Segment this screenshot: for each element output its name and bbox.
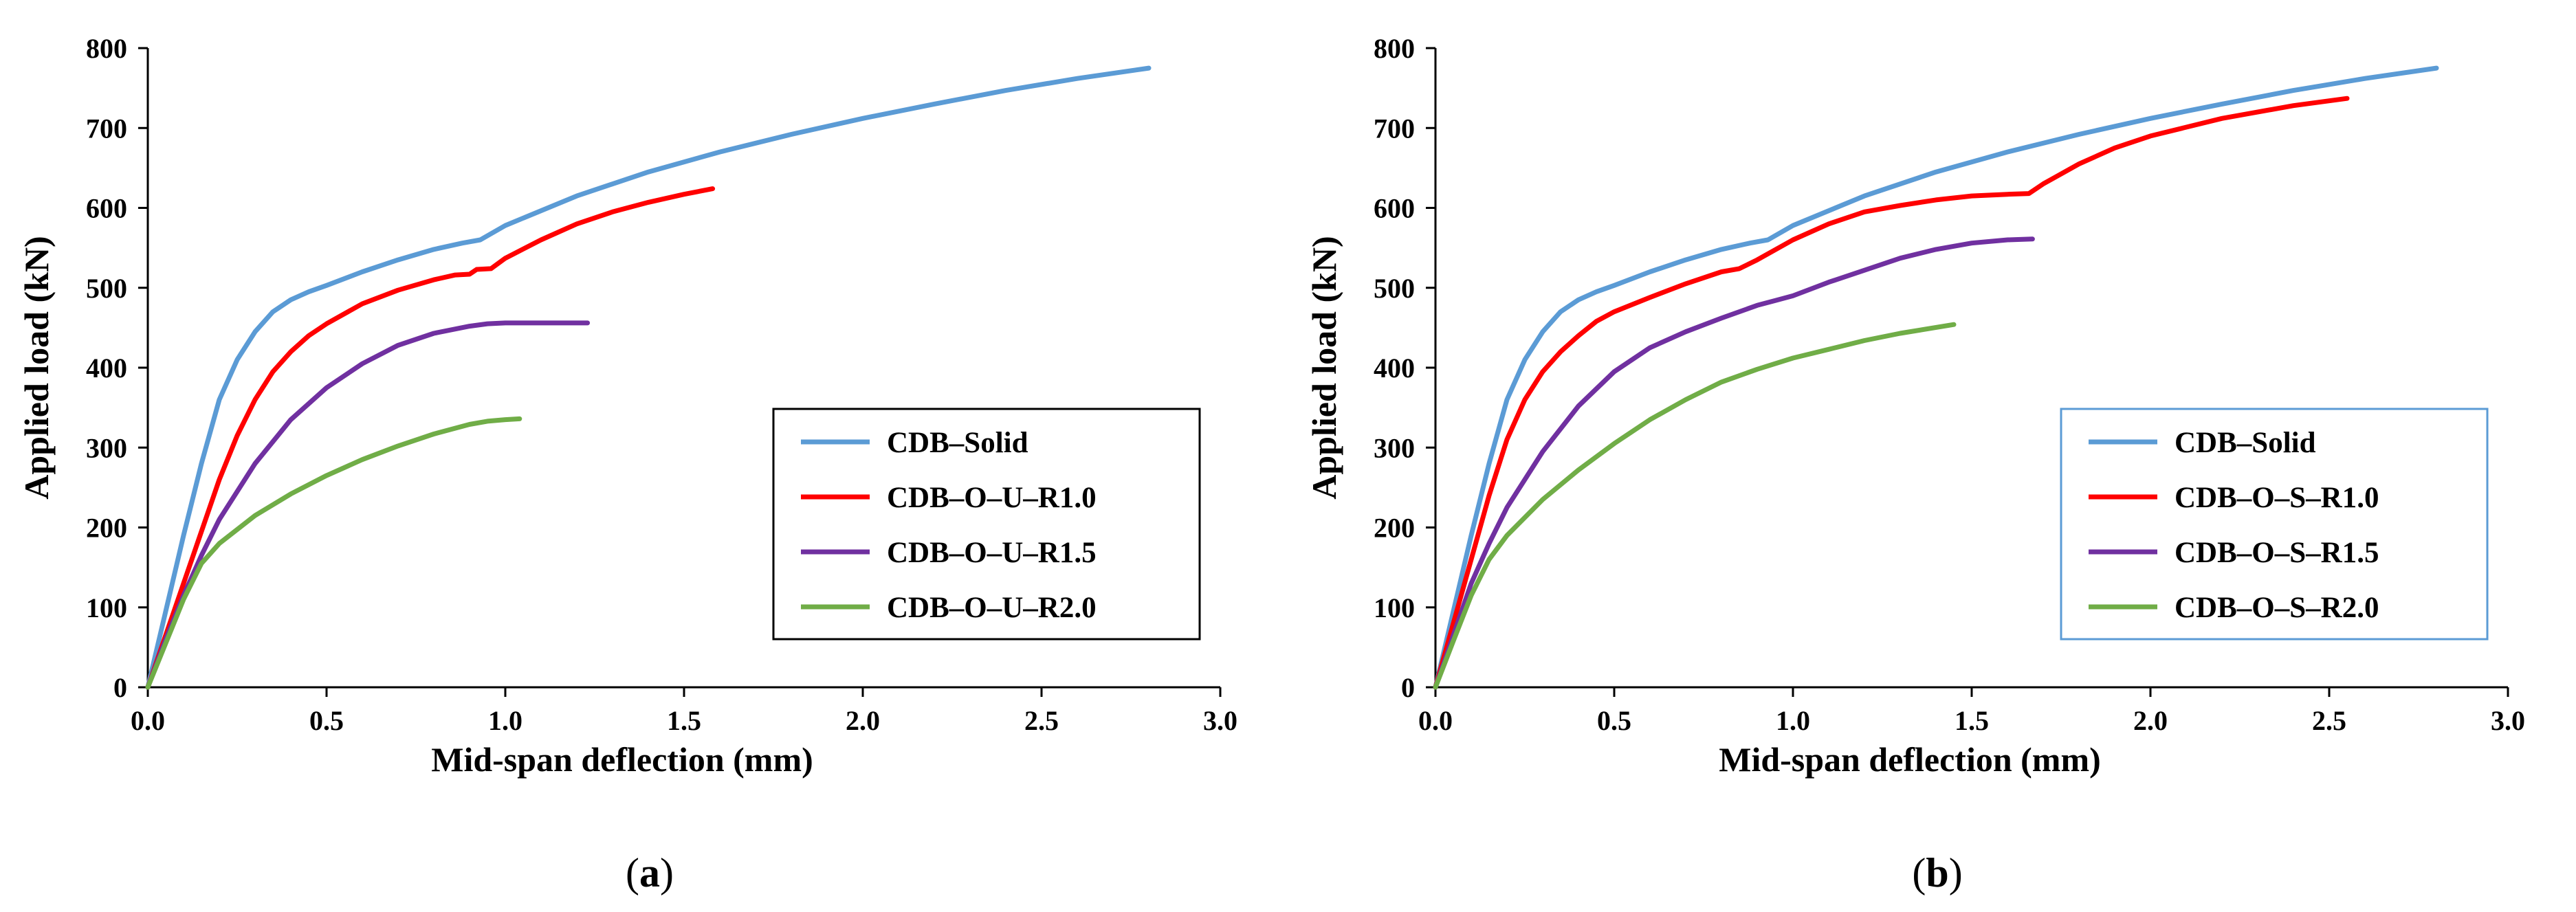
y-tick-label: 200 — [86, 513, 127, 544]
x-tick-label: 0.0 — [131, 705, 165, 736]
x-tick-label: 1.0 — [488, 705, 522, 736]
y-tick-label: 700 — [86, 113, 127, 144]
series-line-2 — [145, 186, 716, 690]
legend-label: CDB–Solid — [887, 427, 1028, 459]
y-tick-label: 600 — [1374, 193, 1415, 224]
legend-box — [772, 408, 1201, 641]
legend-label: CDB–O–U–R1.0 — [887, 482, 1097, 514]
y-tick-label: 500 — [1374, 273, 1415, 304]
legend-label: CDB–O–U–R2.0 — [887, 592, 1097, 624]
legend-label: CDB–Solid — [2175, 427, 2316, 459]
series-line-4 — [1433, 322, 1957, 690]
y-tick-label: 0 — [1401, 672, 1415, 703]
y-tick-label: 600 — [86, 193, 127, 224]
y-tick-label: 400 — [86, 353, 127, 383]
x-axis-title: Mid-span deflection (mm) — [1719, 740, 2101, 779]
legend-label: CDB–O–S–R1.0 — [2175, 482, 2379, 514]
series-line-1 — [145, 65, 1152, 690]
x-tick-label: 2.5 — [1024, 705, 1059, 736]
x-tick-label: 0.0 — [1418, 705, 1453, 736]
series-line-3 — [1433, 236, 2035, 690]
subfigure-label: (b) — [1912, 850, 1962, 896]
series-line-2 — [1433, 96, 2350, 690]
x-tick-label: 1.5 — [1955, 705, 1989, 736]
y-tick-label: 100 — [86, 592, 127, 623]
x-tick-label: 1.5 — [667, 705, 701, 736]
legend-label: CDB–O–S–R1.5 — [2175, 537, 2379, 569]
y-tick-label: 0 — [113, 672, 127, 703]
y-tick-label: 800 — [1374, 33, 1415, 64]
chart-panel-b: 0 100 200 300 400 500 600 700 800 0.0 0.5 1.0 1.5 2.0… — [1288, 0, 2575, 912]
x-tick-label: 1.0 — [1776, 705, 1810, 736]
x-tick-label: 0.5 — [309, 705, 344, 736]
y-axis-title: Applied load (kN) — [17, 236, 56, 499]
y-tick-label: 500 — [86, 273, 127, 304]
y-tick-label: 400 — [1374, 353, 1415, 383]
x-tick-label: 2.0 — [846, 705, 880, 736]
y-tick-label: 200 — [1374, 513, 1415, 544]
y-tick-label: 100 — [1374, 592, 1415, 623]
x-axis-title: Mid-span deflection (mm) — [431, 740, 813, 779]
legend-label: CDB–O–S–R2.0 — [2175, 592, 2379, 624]
chart-panel-a: 0 100 200 300 400 500 600 700 800 0.0 0.5 1.0 1.5 2.0… — [17, 33, 1237, 896]
series-line-4 — [145, 416, 522, 690]
legend-box — [2060, 408, 2489, 641]
x-tick-label: 3.0 — [1203, 705, 1237, 736]
x-tick-label: 2.0 — [2133, 705, 2168, 736]
series-line-3 — [145, 320, 591, 690]
x-tick-label: 0.5 — [1597, 705, 1631, 736]
series-line-1 — [1433, 65, 2439, 690]
legend-label: CDB–O–U–R1.5 — [887, 537, 1097, 569]
subfigure-label: (a) — [626, 850, 674, 896]
y-tick-label: 800 — [86, 33, 127, 64]
y-axis-title: Applied load (kN) — [1305, 236, 1343, 499]
y-tick-label: 700 — [1374, 113, 1415, 144]
y-tick-label: 300 — [1374, 432, 1415, 463]
line-chart-a: 0 100 200 300 400 500 600 700 800 0.0 0.5 1.0 1.5 2.0… — [17, 33, 1237, 896]
x-tick-label: 3.0 — [2491, 705, 2525, 736]
x-tick-label: 2.5 — [2312, 705, 2346, 736]
y-tick-label: 300 — [86, 432, 127, 463]
line-chart-b: 0 100 200 300 400 500 600 700 800 0.0 0.5 1.0 1.5 2.0… — [1305, 33, 2525, 896]
